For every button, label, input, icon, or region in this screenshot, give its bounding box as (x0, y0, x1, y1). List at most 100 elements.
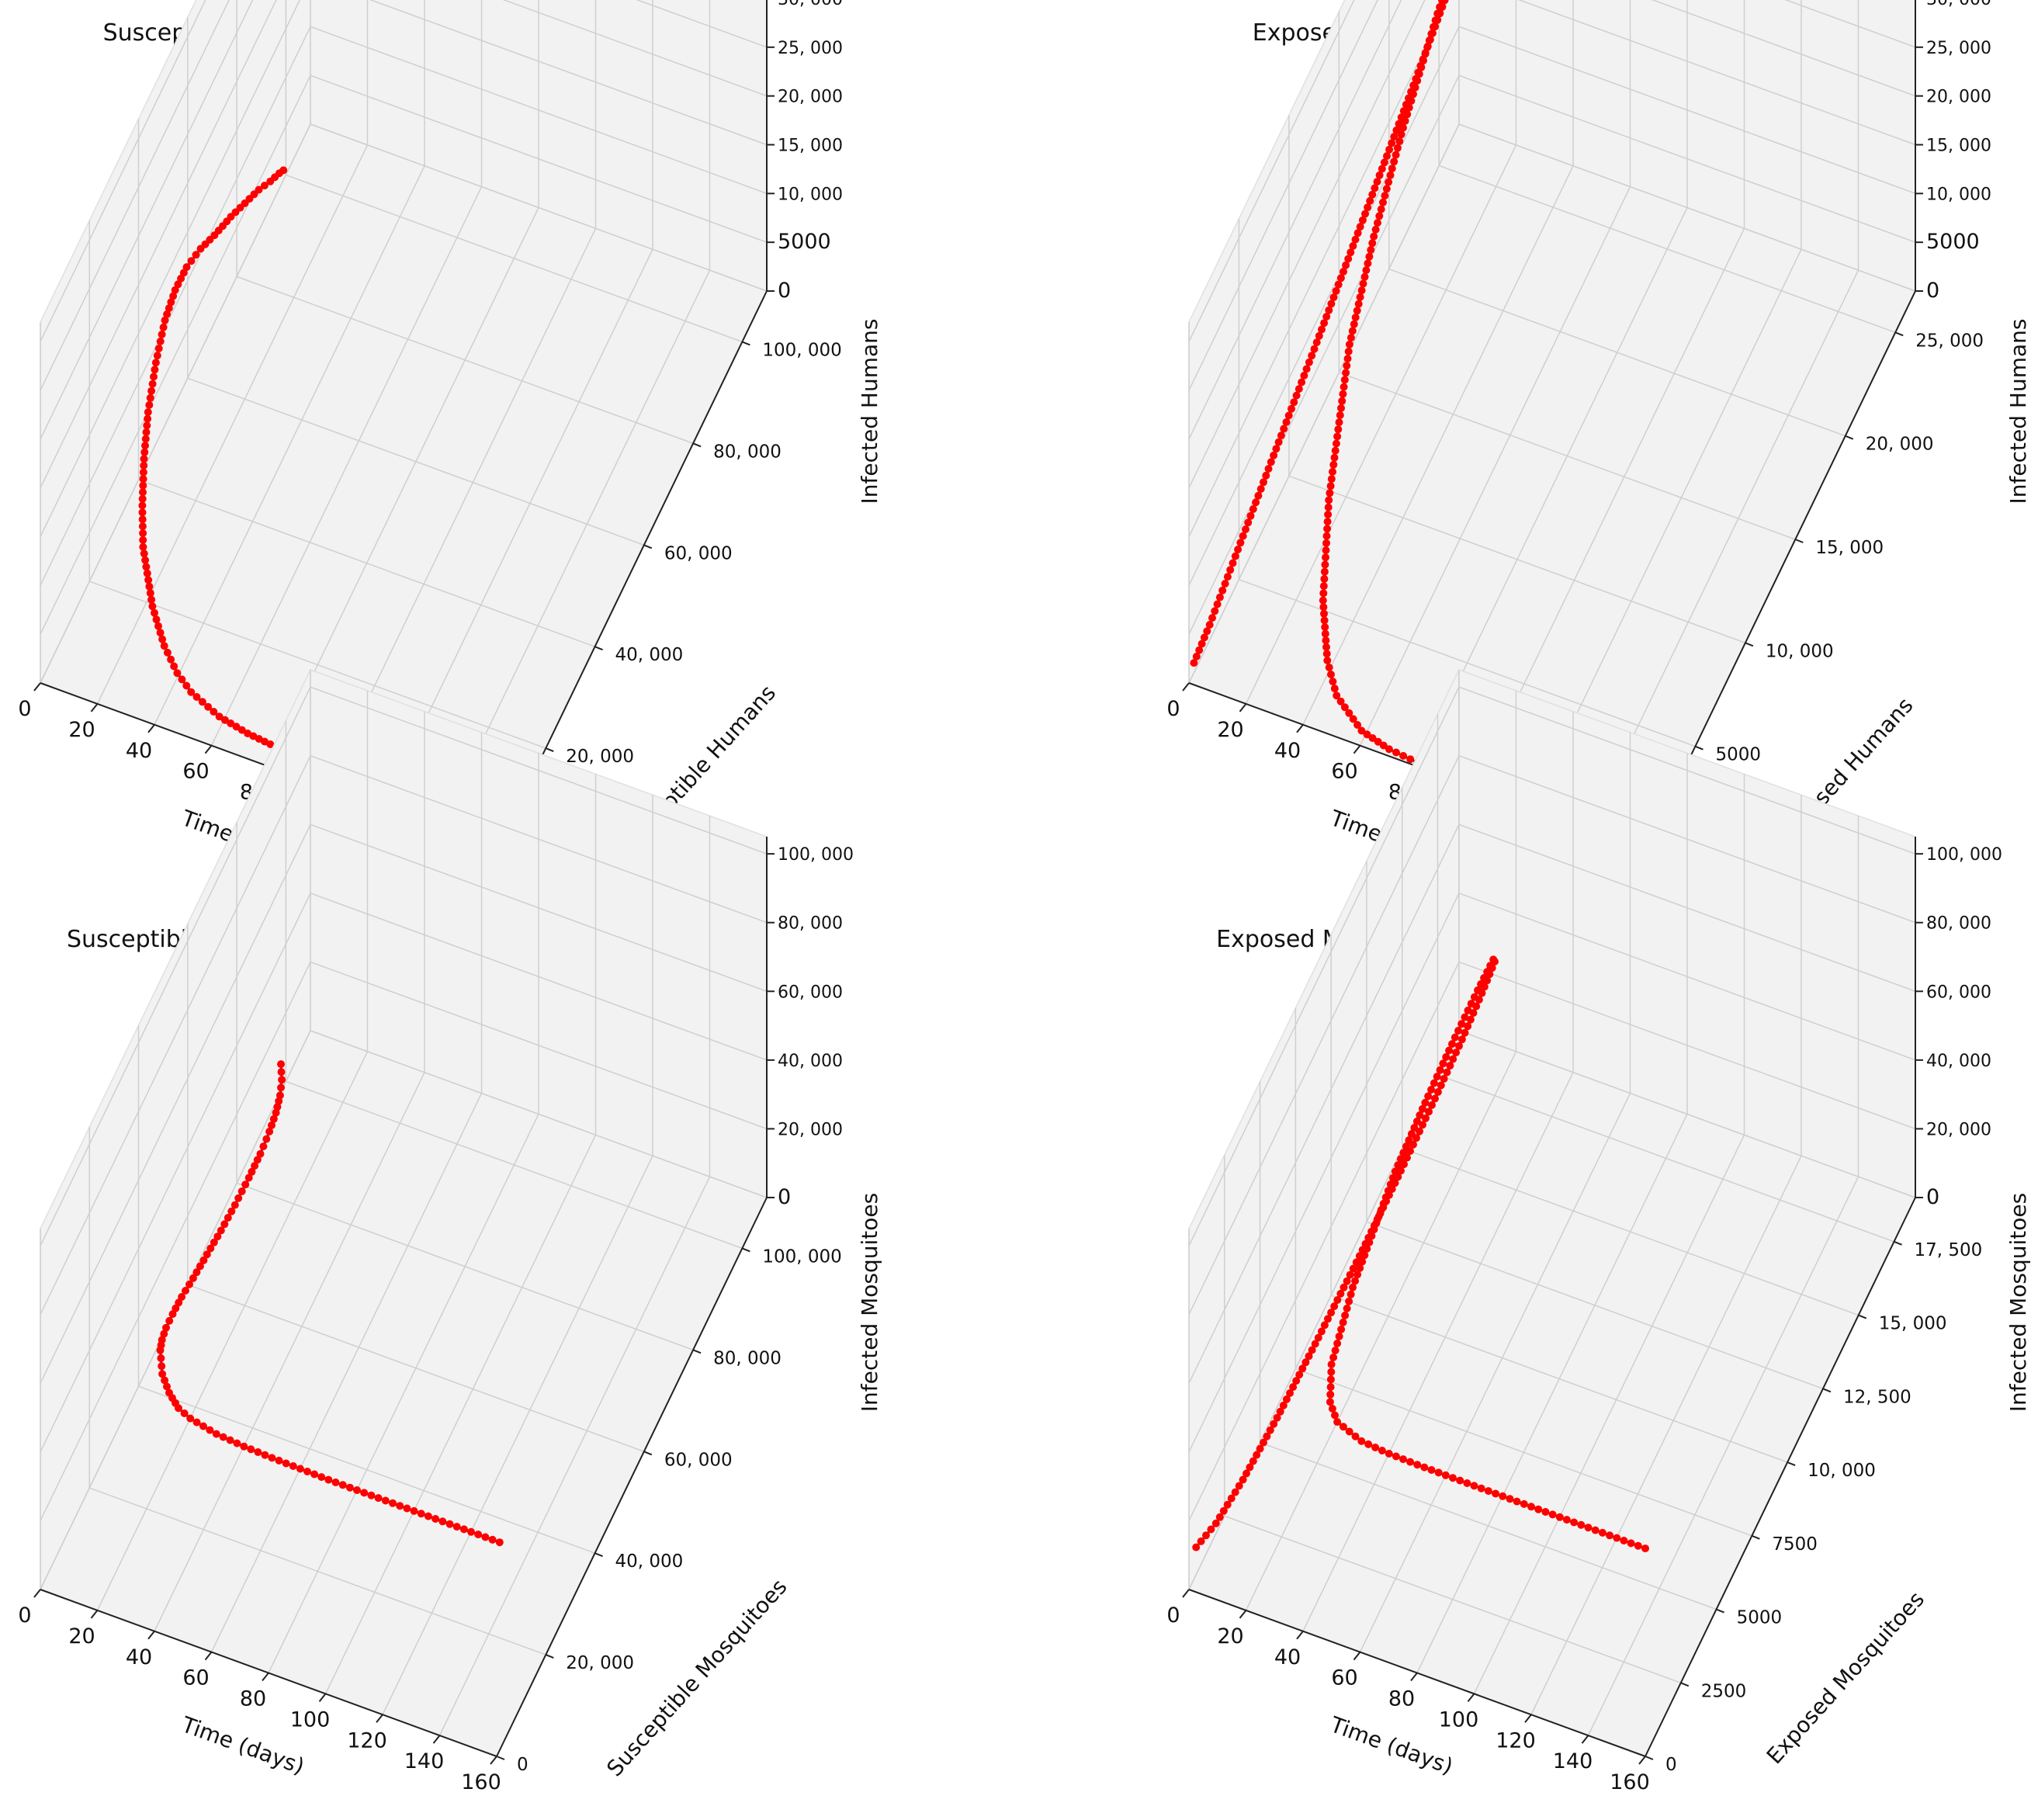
grid-line-z (1458, 123, 1916, 292)
data-point-marker (1334, 425, 1343, 434)
data-point-marker (1364, 203, 1372, 212)
grid-line-y (89, 1487, 546, 1655)
data-point-marker (151, 366, 159, 374)
data-point-marker (171, 286, 179, 294)
data-point-marker (140, 461, 148, 470)
data-point-marker (1364, 1440, 1373, 1448)
data-point-marker (1319, 603, 1328, 612)
z-tick-label: 0 (1926, 279, 1939, 303)
data-point-marker (1320, 319, 1329, 328)
data-point-marker (1520, 1499, 1528, 1508)
data-point-marker (1321, 629, 1329, 638)
data-point-marker (1288, 404, 1295, 413)
data-point-marker (1440, 1075, 1448, 1083)
z-tick-label: 30, 000 (1926, 0, 1991, 9)
data-point-marker (1244, 518, 1253, 527)
data-point-marker (1276, 1407, 1284, 1416)
data-point-marker (1322, 532, 1331, 540)
y-axis-line (1645, 1197, 1916, 1757)
data-point-marker (277, 1060, 285, 1069)
data-point-marker (1328, 1405, 1336, 1413)
data-point-marker (1425, 1108, 1433, 1116)
data-point-marker (1634, 1541, 1642, 1550)
data-point-marker (1374, 737, 1382, 746)
x-tick-mark (1353, 1652, 1361, 1661)
panel-exposed-vs-infected-mosquitoes: Exposed Mosquitoes vs Infected Mosquitoe… (1166, 668, 2031, 1794)
data-point-marker (1243, 1469, 1250, 1478)
data-point-marker (139, 488, 147, 497)
data-point-marker (266, 177, 275, 185)
data-point-marker (1386, 1180, 1395, 1188)
z-axis-label: Infected Mosquitoes (857, 1193, 882, 1412)
data-point-marker (1256, 485, 1265, 493)
data-point-marker (1333, 692, 1341, 700)
x-tick-mark (1296, 724, 1304, 733)
data-point-marker (192, 251, 200, 259)
grid-line-z (1517, 0, 1916, 146)
data-point-marker (1301, 1358, 1310, 1367)
grid-line-z (1458, 26, 1916, 195)
data-point-marker (1274, 438, 1283, 446)
data-point-marker (213, 1232, 222, 1241)
y-tick-label: 80, 000 (713, 1348, 782, 1368)
grid-line-z (1188, 0, 1426, 488)
grid-line-z (40, 0, 254, 440)
data-point-marker (1368, 734, 1377, 742)
data-point-marker (381, 1496, 390, 1505)
data-point-marker (1379, 198, 1387, 206)
data-point-marker (1329, 293, 1338, 302)
data-point-marker (253, 1156, 262, 1164)
grid-line-z (1188, 0, 1378, 391)
data-point-marker (1627, 1539, 1635, 1548)
x-tick-mark (1524, 1714, 1532, 1723)
y-tick-label: 10, 000 (1766, 641, 1834, 661)
grid-line-y (1388, 268, 1846, 437)
data-point-marker (1427, 29, 1436, 38)
data-point-marker (353, 1486, 361, 1494)
z-tick-label: 100, 000 (1926, 845, 2002, 865)
data-point-marker (1295, 385, 1303, 393)
data-point-marker (192, 693, 201, 701)
data-point-marker (157, 1354, 165, 1362)
data-point-marker (1322, 313, 1331, 321)
data-point-marker (1443, 1068, 1451, 1076)
data-point-marker (1383, 152, 1391, 160)
data-point-marker (1483, 968, 1492, 976)
data-point-marker (1412, 1117, 1421, 1125)
data-point-marker (1218, 586, 1227, 595)
data-point-marker (1324, 503, 1333, 511)
z-tick-label: 15, 000 (1926, 136, 1991, 155)
grid-line-z (1188, 962, 1460, 1521)
y-tick-label: 20, 000 (566, 747, 634, 767)
y-tick-mark (643, 1451, 653, 1456)
z-tick-label: 30, 000 (778, 0, 843, 9)
data-point-marker (1421, 50, 1430, 58)
data-point-marker (1449, 1474, 1457, 1482)
data-point-marker (1411, 83, 1419, 92)
data-point-marker (1310, 345, 1319, 353)
x-tick-label: 0 (1166, 697, 1180, 721)
data-point-marker (1333, 1340, 1342, 1347)
data-point-marker (1321, 623, 1329, 631)
y-tick-label: 5000 (1715, 745, 1761, 765)
x-tick-label: 20 (68, 1624, 95, 1648)
y-tick-label: 7500 (1772, 1534, 1818, 1555)
data-point-marker (1346, 1271, 1354, 1279)
data-point-marker (1385, 145, 1394, 154)
data-point-marker (1327, 1368, 1336, 1376)
data-point-marker (367, 1491, 376, 1499)
data-point-marker (1330, 453, 1339, 462)
data-point-marker (141, 435, 150, 443)
data-point-marker (1407, 1130, 1416, 1138)
data-point-marker (170, 662, 178, 671)
data-point-marker (148, 602, 157, 611)
data-point-marker (1270, 1420, 1278, 1428)
data-point-marker (1322, 636, 1330, 645)
data-point-marker (1331, 1347, 1340, 1354)
data-point-marker (1375, 171, 1384, 179)
x-tick-mark (1581, 1735, 1589, 1744)
data-point-marker (1433, 9, 1442, 18)
y-tick-label: 5000 (1737, 1608, 1783, 1628)
data-point-marker (1312, 338, 1321, 347)
x-tick-label: 0 (18, 1603, 31, 1628)
